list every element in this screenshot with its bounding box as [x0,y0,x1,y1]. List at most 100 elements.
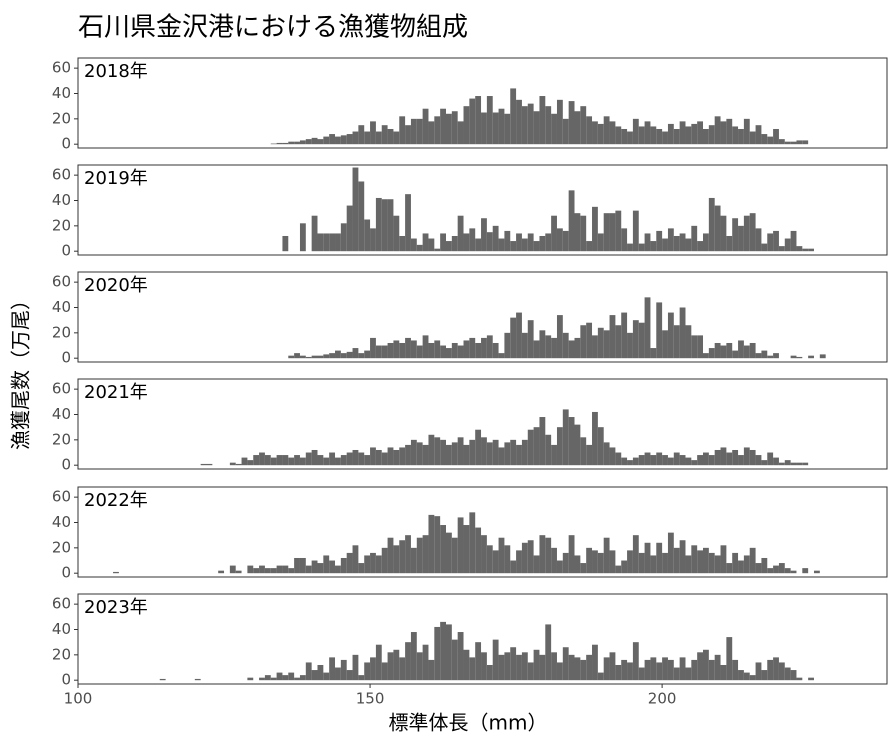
bar [802,568,809,574]
bar [516,444,522,466]
bar [393,131,400,145]
bar [428,342,435,359]
bar [264,455,271,466]
bar [393,340,400,359]
bar [568,101,575,145]
bar [638,552,645,574]
bar [685,238,692,252]
bar [778,246,785,252]
bar [498,654,505,681]
bar [562,332,569,359]
bar [305,452,312,466]
bar [393,215,400,252]
bar [504,113,511,145]
bar [732,218,739,252]
bar [673,452,680,466]
bar [773,565,779,574]
bar [632,210,639,252]
bar [714,555,721,574]
bar [323,457,330,466]
bar [673,235,680,252]
bar [259,565,265,574]
bar [556,427,563,466]
bar [784,238,791,252]
bar [551,547,557,574]
bar [632,118,639,145]
bar [726,452,733,466]
bar [311,449,318,466]
bar [609,550,616,574]
bar [463,233,470,252]
bar [481,218,487,252]
panel-border [77,378,888,470]
bar [656,452,663,466]
bar [767,355,774,359]
bar [340,557,347,574]
panel-label: 2022年 [84,490,148,511]
bar [451,235,458,252]
bar [364,555,371,574]
bar [504,332,511,359]
bar [434,340,441,359]
bar [346,670,353,681]
bar [434,516,441,574]
bar [276,565,283,574]
bar [738,455,744,466]
bar [603,442,610,466]
bar [451,639,458,681]
bar [270,677,277,681]
bar [422,233,429,252]
bar [270,143,277,145]
bar [358,181,365,252]
bar [282,455,289,466]
bar [627,662,633,681]
bar [732,659,739,681]
bar [370,552,376,574]
bar [416,345,423,359]
bar [416,244,423,252]
bar [486,442,493,466]
bar [784,141,791,145]
bar [305,662,312,681]
bar [673,325,680,359]
bar [755,455,762,466]
panel-label: 2021年 [84,382,148,403]
bar [323,555,330,574]
bar [399,342,406,359]
bar [317,563,324,574]
bar [790,355,797,359]
bar [679,657,686,681]
bar [299,557,306,574]
panel-border [77,57,888,149]
bar [784,667,791,681]
bar [113,571,119,574]
bar [609,652,616,681]
bar [492,342,499,359]
bar [294,455,300,466]
bar [574,657,581,681]
bar [738,340,744,359]
bar [405,125,411,145]
bar [592,644,598,681]
bar [767,568,774,574]
bar [632,535,639,574]
bar [352,545,359,574]
bar [516,312,522,359]
bar [656,302,663,359]
bar [621,560,628,574]
bar [679,307,686,359]
bar [329,233,336,252]
bar [510,88,517,145]
bar [410,439,417,466]
bar [393,449,400,466]
bar [755,353,762,359]
bar [422,444,429,466]
bar [428,121,435,145]
bar [428,514,435,574]
bar [790,230,797,252]
bar [370,228,376,252]
bar [708,348,715,359]
bar [738,560,744,574]
bar [527,320,534,359]
